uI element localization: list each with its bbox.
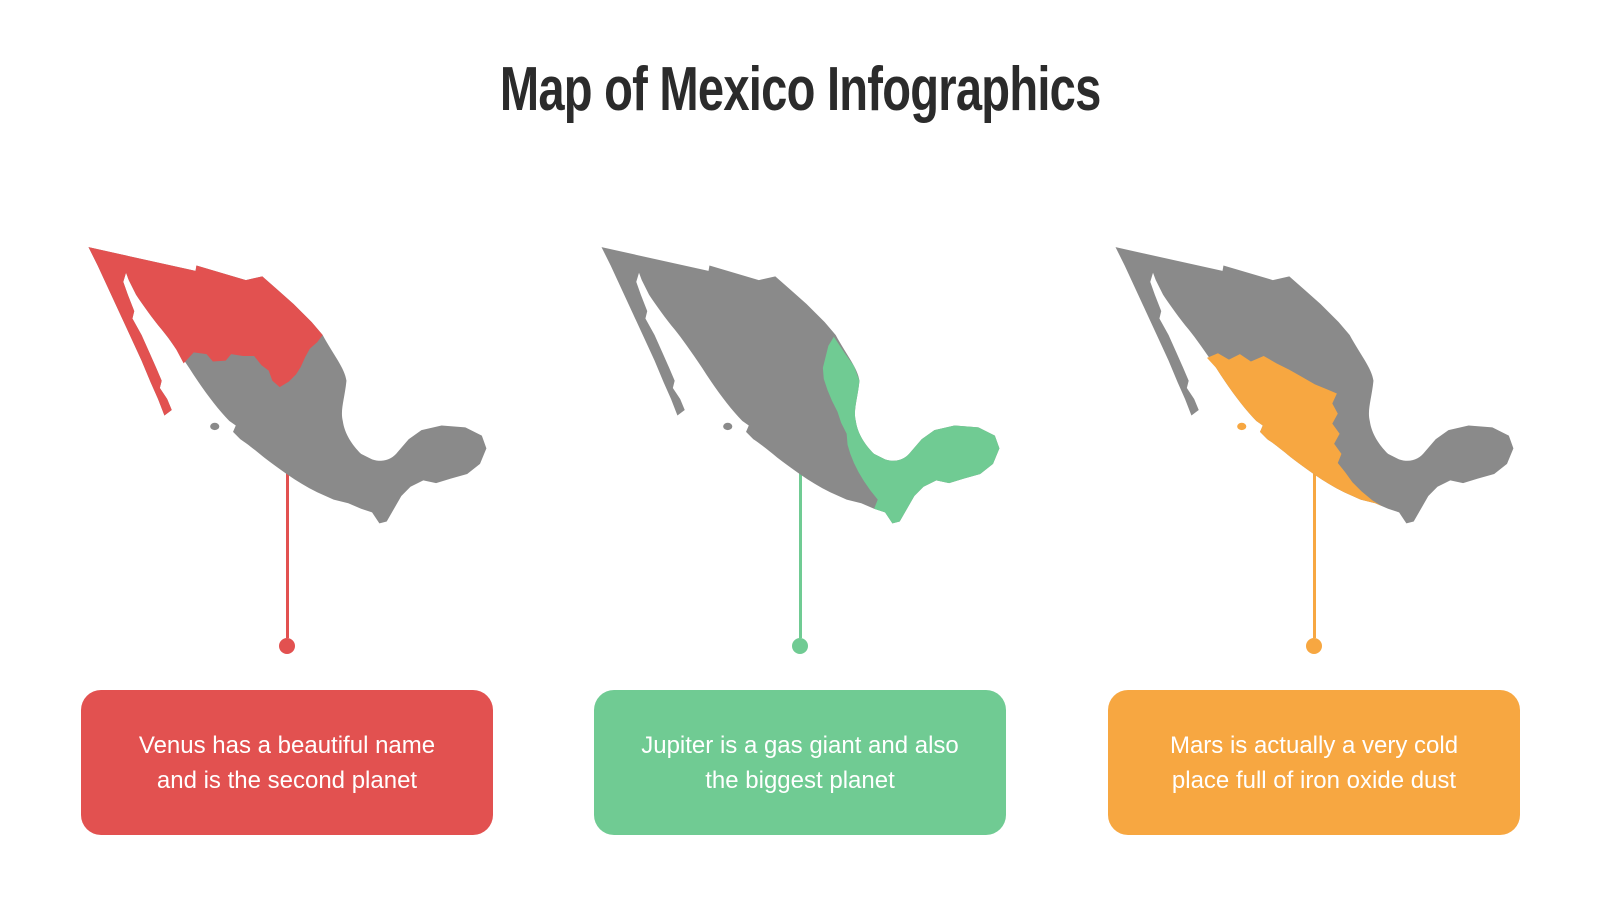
connector-line xyxy=(285,462,289,638)
small-island xyxy=(723,422,733,431)
mexico-map-gulf-east xyxy=(601,247,1000,524)
connector-dot xyxy=(792,638,808,654)
region-north-highlight xyxy=(88,247,323,416)
small-island xyxy=(210,422,220,431)
page-title: Map of Mexico Infographics xyxy=(0,56,1600,124)
region-gulf-east-highlight xyxy=(822,336,1000,524)
info-card-gulf-east: Jupiter is a gas giant and also the bigg… xyxy=(594,690,1006,835)
caption-line-2: the biggest planet xyxy=(705,766,895,794)
connector-dot xyxy=(279,638,295,654)
connector-line xyxy=(798,462,802,638)
connector-line xyxy=(1312,462,1316,638)
small-island xyxy=(1237,422,1247,431)
connector-dot xyxy=(1306,638,1322,654)
infographic-column-north: Venus has a beautiful name and is the se… xyxy=(81,0,493,900)
caption-line-2: place full of iron oxide dust xyxy=(1171,766,1457,794)
info-card-pacific-west: Mars is actually a very cold place full … xyxy=(1108,690,1520,835)
info-card-north: Venus has a beautiful name and is the se… xyxy=(81,690,493,835)
caption-line-1: Mars is actually a very cold xyxy=(1169,731,1459,759)
caption-line-1: Venus has a beautiful name xyxy=(138,731,436,759)
infographic-column-pacific-west: Mars is actually a very cold place full … xyxy=(1108,0,1520,900)
mexico-silhouette xyxy=(601,247,1000,524)
region-pacific-west-highlight xyxy=(1206,353,1389,509)
mexico-map-pacific-west xyxy=(1115,247,1514,524)
infographic-column-gulf-east: Jupiter is a gas giant and also the bigg… xyxy=(594,0,1006,900)
caption-line-2: and is the second planet xyxy=(156,766,418,794)
caption-line-1: Jupiter is a gas giant and also xyxy=(641,731,959,759)
mexico-map-north xyxy=(88,247,487,524)
page-title-text: Map of Mexico Infographics xyxy=(499,55,1101,124)
